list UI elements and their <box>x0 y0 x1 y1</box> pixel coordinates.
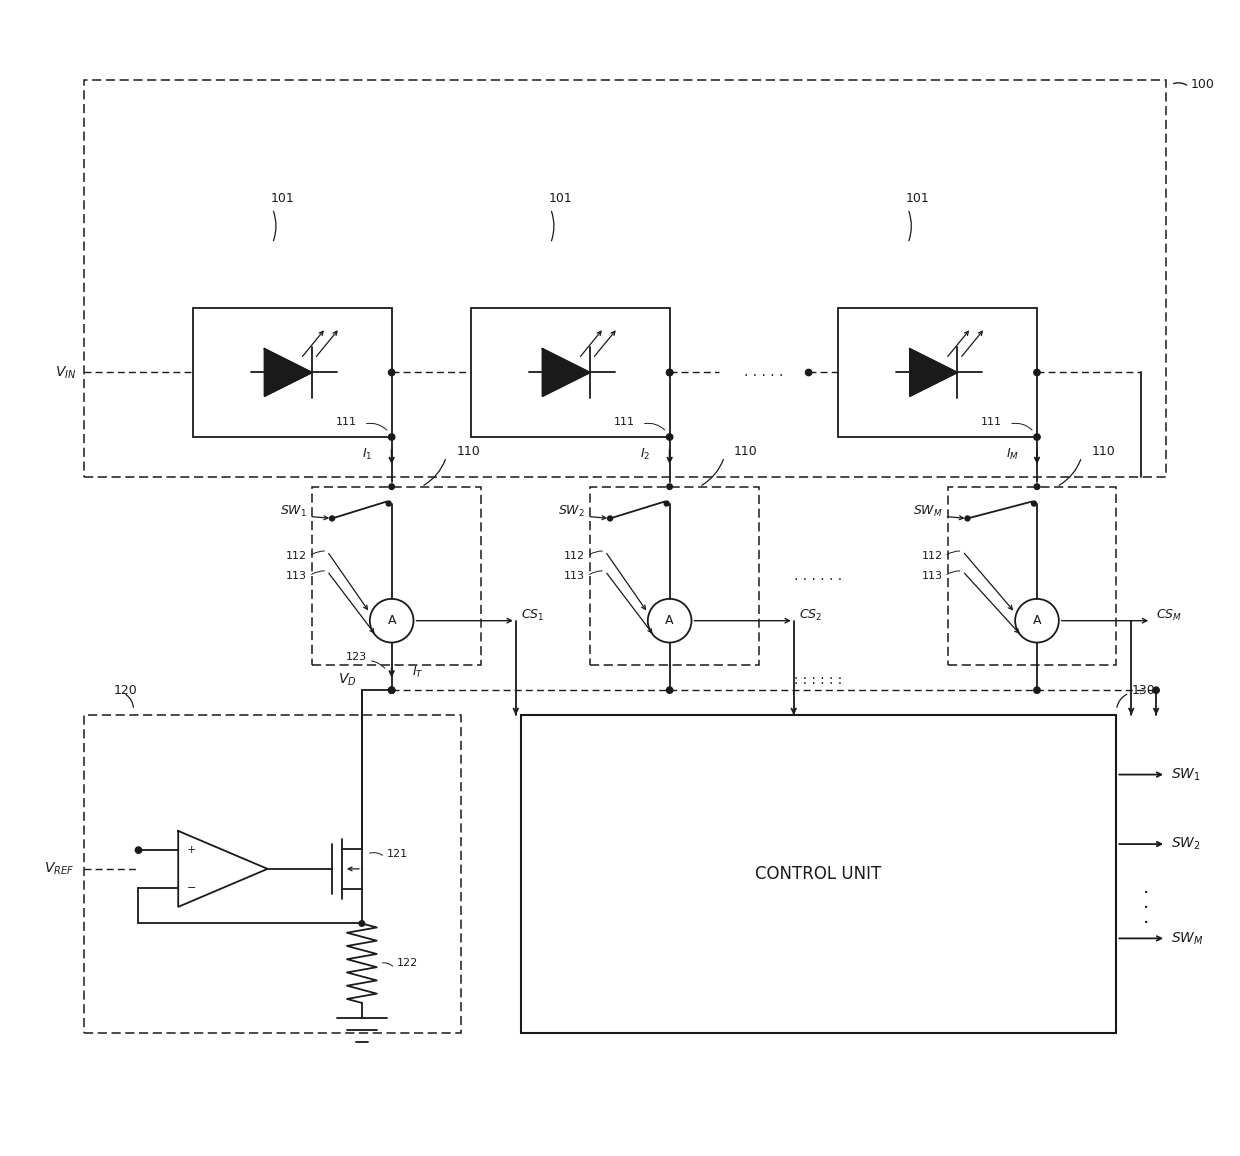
Text: ·: · <box>1143 899 1149 918</box>
Bar <box>193 307 392 437</box>
Bar <box>84 716 461 1032</box>
Text: $I_1$: $I_1$ <box>362 447 372 462</box>
Text: $SW_M$: $SW_M$ <box>1171 931 1204 947</box>
Circle shape <box>388 687 394 694</box>
Bar <box>838 307 1037 437</box>
Text: $CS_M$: $CS_M$ <box>1156 608 1182 623</box>
Text: $V_D$: $V_D$ <box>339 672 357 689</box>
Circle shape <box>388 434 394 440</box>
Text: $V_{REF}$: $V_{REF}$ <box>45 861 74 877</box>
Text: A: A <box>387 614 396 628</box>
Circle shape <box>388 369 394 376</box>
Text: $V_{IN}$: $V_{IN}$ <box>56 364 77 380</box>
Text: . . . . .: . . . . . <box>744 365 784 379</box>
Text: 123: 123 <box>346 652 367 662</box>
Text: $SW_2$: $SW_2$ <box>1171 836 1200 852</box>
Text: +: + <box>187 845 196 855</box>
Text: 112: 112 <box>564 551 585 561</box>
Text: 130: 130 <box>1131 683 1154 697</box>
Text: $SW_1$: $SW_1$ <box>280 504 308 519</box>
Text: 101: 101 <box>270 192 294 206</box>
Circle shape <box>666 369 673 376</box>
Circle shape <box>1153 687 1159 694</box>
Text: 110: 110 <box>1091 445 1115 459</box>
Text: 113: 113 <box>286 571 308 581</box>
Bar <box>521 716 1116 1032</box>
Bar <box>590 487 759 666</box>
Text: ·: · <box>1143 914 1149 933</box>
Bar <box>312 487 481 666</box>
Circle shape <box>965 516 970 521</box>
Text: 120: 120 <box>114 683 138 697</box>
Circle shape <box>666 687 673 694</box>
Circle shape <box>389 484 394 489</box>
Polygon shape <box>264 349 311 397</box>
Text: $I_T$: $I_T$ <box>412 665 423 680</box>
Circle shape <box>1034 484 1040 489</box>
Text: . . . . . .: . . . . . . <box>795 673 843 688</box>
Circle shape <box>666 434 673 440</box>
Text: ·: · <box>1143 884 1149 903</box>
Circle shape <box>608 516 613 521</box>
Bar <box>947 487 1116 666</box>
Text: 122: 122 <box>397 958 418 969</box>
Bar <box>84 80 1166 476</box>
Text: $I_M$: $I_M$ <box>1006 447 1018 462</box>
Text: 111: 111 <box>981 417 1002 427</box>
Circle shape <box>665 501 670 506</box>
Circle shape <box>1034 369 1040 376</box>
Text: 101: 101 <box>548 192 573 206</box>
Text: CONTROL UNIT: CONTROL UNIT <box>755 865 882 883</box>
Circle shape <box>360 920 365 926</box>
Polygon shape <box>910 349 957 397</box>
Text: 100: 100 <box>1190 79 1215 91</box>
Text: $I_2$: $I_2$ <box>640 447 650 462</box>
Circle shape <box>667 484 672 489</box>
Circle shape <box>135 847 141 853</box>
Circle shape <box>1034 687 1040 694</box>
Circle shape <box>666 369 673 376</box>
Circle shape <box>330 516 335 521</box>
Text: 110: 110 <box>456 445 480 459</box>
Text: 111: 111 <box>336 417 357 427</box>
Text: 112: 112 <box>921 551 942 561</box>
Text: A: A <box>1033 614 1042 628</box>
Text: 101: 101 <box>906 192 930 206</box>
Text: $CS_2$: $CS_2$ <box>799 608 822 623</box>
Text: . . . . . .: . . . . . . <box>795 668 843 682</box>
Circle shape <box>1034 434 1040 440</box>
Text: $SW_2$: $SW_2$ <box>558 504 585 519</box>
Text: 111: 111 <box>614 417 635 427</box>
Polygon shape <box>543 349 590 397</box>
Text: A: A <box>666 614 673 628</box>
Circle shape <box>388 687 394 694</box>
Text: 113: 113 <box>564 571 585 581</box>
Circle shape <box>386 501 391 506</box>
Text: $CS_1$: $CS_1$ <box>521 608 544 623</box>
Bar <box>471 307 670 437</box>
Text: 121: 121 <box>387 849 408 859</box>
Text: 113: 113 <box>921 571 942 581</box>
Text: $SW_M$: $SW_M$ <box>913 504 942 519</box>
Text: −: − <box>187 883 196 892</box>
Text: 110: 110 <box>734 445 758 459</box>
Text: $SW_1$: $SW_1$ <box>1171 766 1200 783</box>
Circle shape <box>806 369 812 376</box>
Circle shape <box>1032 501 1037 506</box>
Text: 112: 112 <box>286 551 308 561</box>
Text: . . . . . .: . . . . . . <box>795 569 843 583</box>
